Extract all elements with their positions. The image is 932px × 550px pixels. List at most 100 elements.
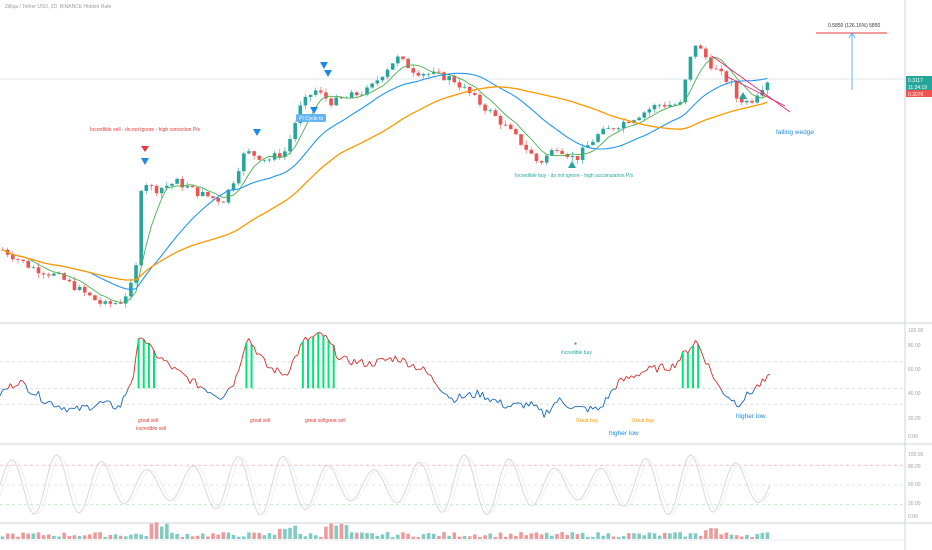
volume-bar: [354, 532, 359, 539]
rsi-line-segment: [530, 401, 535, 407]
rsi-line-segment: [589, 405, 594, 410]
rsi-line-segment: [20, 379, 24, 382]
rsi-line-segment: [408, 366, 411, 368]
rsi-pane: [0, 331, 905, 418]
rsi-line-segment: [289, 360, 294, 371]
candle-body: [31, 267, 36, 269]
rsi-line-segment: [217, 397, 221, 400]
last-price-value: 0.3117: [908, 78, 923, 84]
rsi-line-segment: [761, 378, 766, 382]
volume-bar: [750, 536, 754, 539]
volume-bar: [688, 533, 693, 539]
candle-body: [421, 73, 426, 76]
volume-bar: [596, 532, 600, 539]
rsi-line-segment: [158, 356, 162, 359]
rsi-line-segment: [518, 402, 522, 404]
rsi-line-segment: [384, 358, 388, 361]
volume-bar: [231, 534, 236, 539]
rsi-line-segment: [572, 406, 576, 409]
candle-body: [200, 191, 205, 196]
rsi-signal-bar: [147, 343, 150, 389]
rsi-line-segment: [235, 370, 240, 376]
falling-wedge-label: falling wedge: [776, 129, 814, 136]
candle-body: [637, 117, 641, 121]
rsi-line-segment: [186, 377, 191, 384]
rsi-line-segment: [754, 384, 758, 390]
candle-body: [765, 82, 770, 91]
rsi-line-segment: [736, 405, 740, 408]
rsi-line-segment: [561, 401, 566, 406]
volume-bar: [478, 536, 482, 539]
rsi-line-segment: [133, 355, 137, 377]
rsi-signal-bar: [692, 345, 694, 389]
volume-bar: [739, 536, 744, 539]
candle-body: [93, 295, 97, 301]
stoch-scale: 100.00 80.00 50.00 20.00 0.00: [908, 452, 924, 520]
candle-body: [380, 76, 385, 81]
rsi-line-segment: [654, 365, 658, 373]
rsi-line-segment: [348, 362, 352, 366]
candle-body: [534, 153, 539, 162]
volume-bar: [236, 536, 241, 539]
volume-bar: [647, 532, 652, 539]
candle-body: [303, 96, 308, 106]
volume-bar: [308, 533, 313, 539]
rsi-tick: 20.00: [908, 416, 921, 422]
rsi-line-segment: [741, 399, 745, 404]
rsi-line-segment: [508, 405, 511, 408]
rsi-line-segment: [633, 374, 637, 378]
rsi-line-segment: [66, 408, 70, 413]
candle-body: [411, 68, 416, 73]
rsi-line-segment: [230, 385, 234, 388]
volume-bar: [324, 526, 328, 539]
candle-body: [262, 159, 267, 161]
volume-bar: [370, 533, 374, 539]
rsi-line-segment: [720, 389, 725, 395]
volume-bar: [298, 533, 303, 539]
rsi-line-segment: [533, 404, 537, 407]
candle-body: [580, 147, 585, 160]
candle-body: [396, 56, 400, 64]
candle-body: [46, 274, 51, 276]
volume-bar: [544, 532, 549, 539]
candle-body: [211, 196, 215, 198]
rsi-line-segment: [176, 368, 180, 371]
rsi-line-segment: [435, 384, 440, 389]
rsi-line-segment: [359, 358, 363, 362]
rsi-line-segment: [197, 385, 201, 389]
volume-bar: [745, 534, 749, 539]
volume-bar: [134, 533, 138, 539]
rsi-line-segment: [153, 350, 157, 358]
rsi-line-segment: [50, 401, 55, 408]
rsi-line-segment: [287, 369, 291, 376]
candle-body: [585, 145, 590, 148]
volume-bar: [534, 532, 539, 539]
rsi-line-segment: [382, 357, 386, 361]
volume-bar: [396, 534, 400, 539]
candle-body: [308, 94, 313, 97]
sell-triangle-icon: [141, 158, 149, 165]
rsi-line-segment: [12, 385, 16, 389]
rsi-line-segment: [423, 366, 427, 372]
volume-bar: [560, 532, 564, 539]
volume-bar: [349, 532, 354, 539]
candle-body: [103, 301, 108, 304]
volume-bar: [334, 525, 339, 539]
symbol-header[interactable]: Zilliqa / Tether USD, 2D, BINANCE Hidden…: [5, 4, 112, 10]
sell-triangle-icon: [253, 129, 261, 136]
volume-bar: [118, 535, 123, 539]
rsi-line-segment: [523, 402, 527, 409]
volume-bar: [683, 536, 688, 539]
volume-bar: [360, 532, 364, 539]
rsi-line-segment: [746, 391, 750, 395]
stoch-pane: [0, 454, 905, 516]
rsi-signal-bar: [301, 341, 304, 389]
candle-body: [442, 72, 446, 81]
candle-body: [657, 104, 662, 106]
rsi-line-segment: [261, 355, 265, 359]
rsi-line-segment: [456, 393, 460, 401]
rsi-line-segment: [15, 384, 19, 387]
candle-body: [452, 76, 457, 83]
volume-bar: [113, 534, 118, 539]
measure-arrow-head: [848, 32, 856, 39]
